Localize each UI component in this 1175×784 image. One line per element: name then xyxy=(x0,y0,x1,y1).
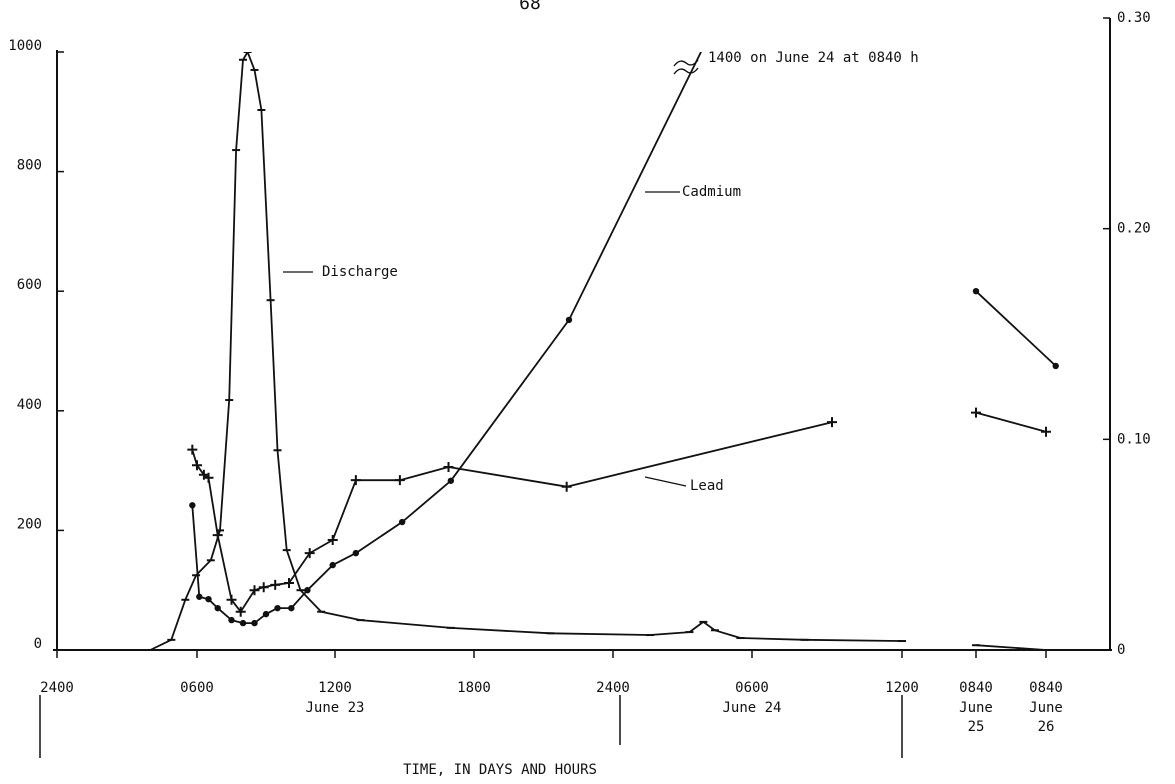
y-tick-label: 800 xyxy=(17,158,42,174)
data-point xyxy=(827,417,837,428)
data-point xyxy=(284,578,294,589)
series-label: Lead xyxy=(690,478,724,494)
data-point xyxy=(565,316,573,324)
data-point xyxy=(196,593,203,600)
data-point xyxy=(189,502,196,509)
data-point xyxy=(350,475,361,486)
data-point xyxy=(304,548,315,559)
x-axis-title: TIME, IN DAYS AND HOURS xyxy=(403,762,597,778)
x-tick-label: 2400 xyxy=(596,680,630,696)
y-tick-label: 1000 xyxy=(8,38,42,54)
data-point xyxy=(971,407,981,418)
data-point xyxy=(270,579,281,590)
series-label: Cadmium xyxy=(682,184,741,200)
data-point xyxy=(258,582,269,593)
x-tick-label: 1800 xyxy=(457,680,491,696)
data-point xyxy=(398,518,406,526)
data-point xyxy=(443,462,454,473)
date-label: June 23 xyxy=(305,700,364,716)
data-point xyxy=(212,530,223,541)
y2-tick-label: 0.30 xyxy=(1117,10,1151,26)
x-tick-label: 0600 xyxy=(735,680,769,696)
data-point xyxy=(192,460,202,471)
data-point xyxy=(972,288,980,295)
annotation: 1400 on June 24 at 0840 h xyxy=(708,50,919,66)
data-point xyxy=(203,472,214,483)
data-point xyxy=(239,619,247,627)
data-point xyxy=(235,606,246,617)
y-tick-label: 400 xyxy=(17,397,42,413)
page-number: 68 xyxy=(519,0,541,14)
series-label: Discharge xyxy=(322,264,398,280)
date-label: June 25 xyxy=(959,700,993,735)
series-line xyxy=(57,52,1047,651)
data-point xyxy=(226,594,237,605)
y2-tick-label: 0.10 xyxy=(1117,431,1151,447)
x-tick-label: 2400 xyxy=(40,680,74,696)
data-point xyxy=(251,619,258,627)
data-point xyxy=(187,444,198,455)
data-point xyxy=(288,604,295,612)
data-point xyxy=(1041,426,1051,437)
data-point xyxy=(304,587,311,594)
plot-area xyxy=(53,52,1059,651)
data-point xyxy=(447,477,455,484)
series-line xyxy=(191,52,1057,624)
date-label: June 26 xyxy=(1029,700,1063,735)
data-point xyxy=(327,534,338,545)
x-tick-label: 1200 xyxy=(885,680,919,696)
x-tick-label: 1200 xyxy=(318,680,352,696)
data-point xyxy=(228,616,235,624)
x-tick-label: 0840 xyxy=(959,680,993,696)
data-point xyxy=(352,549,360,557)
data-point xyxy=(214,604,221,612)
data-point xyxy=(274,604,281,612)
series-line xyxy=(191,411,1047,613)
label-leader xyxy=(644,476,687,487)
data-point xyxy=(262,610,270,618)
data-point xyxy=(394,475,405,486)
data-point xyxy=(329,561,336,569)
date-label: June 24 xyxy=(722,700,781,716)
data-point xyxy=(1052,362,1059,370)
data-point xyxy=(205,595,212,603)
y-tick-label: 0 xyxy=(34,636,42,652)
y2-tick-label: 0.20 xyxy=(1117,221,1151,237)
data-point xyxy=(561,481,572,492)
y2-tick-label: 0 xyxy=(1117,642,1125,658)
data-point xyxy=(249,585,260,596)
x-tick-label: 0840 xyxy=(1029,680,1063,696)
y-tick-label: 600 xyxy=(17,277,42,293)
y-tick-label: 200 xyxy=(17,516,42,532)
x-tick-label: 0600 xyxy=(180,680,214,696)
